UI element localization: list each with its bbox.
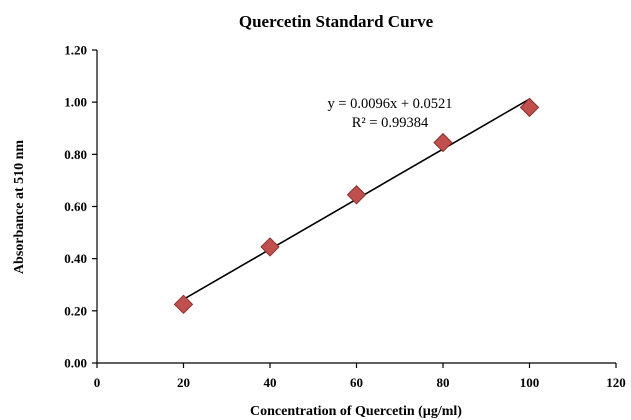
trendline-equation: y = 0.0096x + 0.0521 [327, 96, 452, 112]
data-points [173, 97, 540, 315]
data-point [173, 294, 194, 315]
x-tick-label: 20 [177, 375, 190, 390]
y-tick-label: 0.20 [64, 303, 87, 318]
data-point [433, 132, 453, 153]
data-point [260, 237, 280, 257]
x-axis-label: Concentration of Quercetin (µg/ml) [250, 404, 462, 419]
y-tick-label: 0.60 [64, 199, 87, 214]
y-tick-label: 1.20 [64, 43, 87, 58]
chart-title: Quercetin Standard Curve [239, 12, 434, 31]
y-ticks: 0.00 0.20 0.40 0.60 0.80 1.00 1.20 [64, 43, 97, 371]
x-tick-label: 60 [350, 375, 363, 390]
y-tick-label: 0.00 [64, 356, 87, 371]
y-tick-label: 1.00 [64, 95, 87, 110]
x-tick-label: 40 [264, 375, 277, 390]
y-tick-label: 0.80 [64, 147, 87, 162]
x-tick-label: 80 [437, 375, 450, 390]
x-tick-label: 0 [94, 375, 101, 390]
y-axis-label: Absorbance at 510 nm [12, 140, 27, 275]
data-point [346, 185, 367, 205]
x-ticks: 0 20 40 60 80 100 120 [94, 363, 626, 390]
r-squared-label: R² = 0.99384 [352, 115, 429, 131]
x-tick-label: 100 [520, 375, 540, 390]
data-point [519, 97, 540, 118]
x-tick-label: 120 [606, 375, 626, 390]
y-tick-label: 0.40 [64, 251, 87, 266]
